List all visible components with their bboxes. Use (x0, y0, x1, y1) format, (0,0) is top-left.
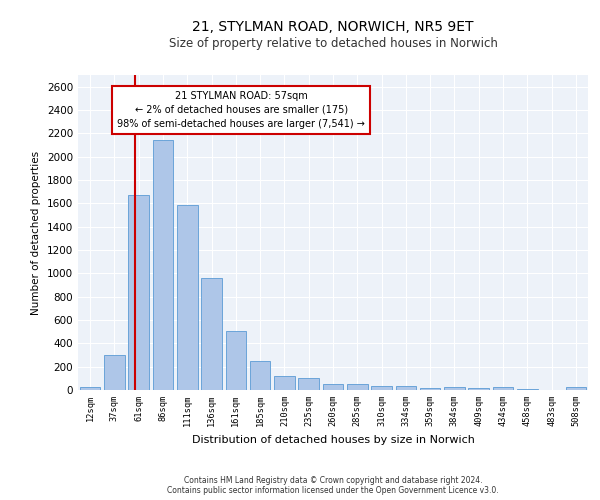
Bar (420, 388, 440, 390)
Bar (250, 361, 271, 390)
Bar (347, 384, 368, 390)
Bar (80, 387, 100, 390)
Bar (395, 386, 416, 390)
Bar (323, 384, 343, 390)
X-axis label: Distribution of detached houses by size in Norwich: Distribution of detached houses by size … (191, 434, 475, 444)
Bar (226, 331, 246, 390)
Text: 21, STYLMAN ROAD, NORWICH, NR5 9ET: 21, STYLMAN ROAD, NORWICH, NR5 9ET (192, 20, 474, 34)
Text: 21 STYLMAN ROAD: 57sqm
← 2% of detached houses are smaller (175)
98% of semi-det: 21 STYLMAN ROAD: 57sqm ← 2% of detached … (117, 91, 365, 128)
Bar (444, 386, 465, 390)
Bar (177, 204, 197, 390)
Y-axis label: Number of detached properties: Number of detached properties (31, 150, 41, 314)
Text: Size of property relative to detached houses in Norwich: Size of property relative to detached ho… (169, 38, 497, 51)
Bar (469, 388, 489, 390)
Bar (128, 195, 149, 390)
Bar (298, 378, 319, 390)
Bar (274, 376, 295, 390)
Bar (493, 386, 514, 390)
Bar (566, 386, 586, 390)
Bar (104, 355, 125, 390)
Bar (152, 140, 173, 390)
Bar (371, 386, 392, 390)
Bar (201, 278, 222, 390)
Text: Contains HM Land Registry data © Crown copyright and database right 2024.
Contai: Contains HM Land Registry data © Crown c… (167, 476, 499, 495)
